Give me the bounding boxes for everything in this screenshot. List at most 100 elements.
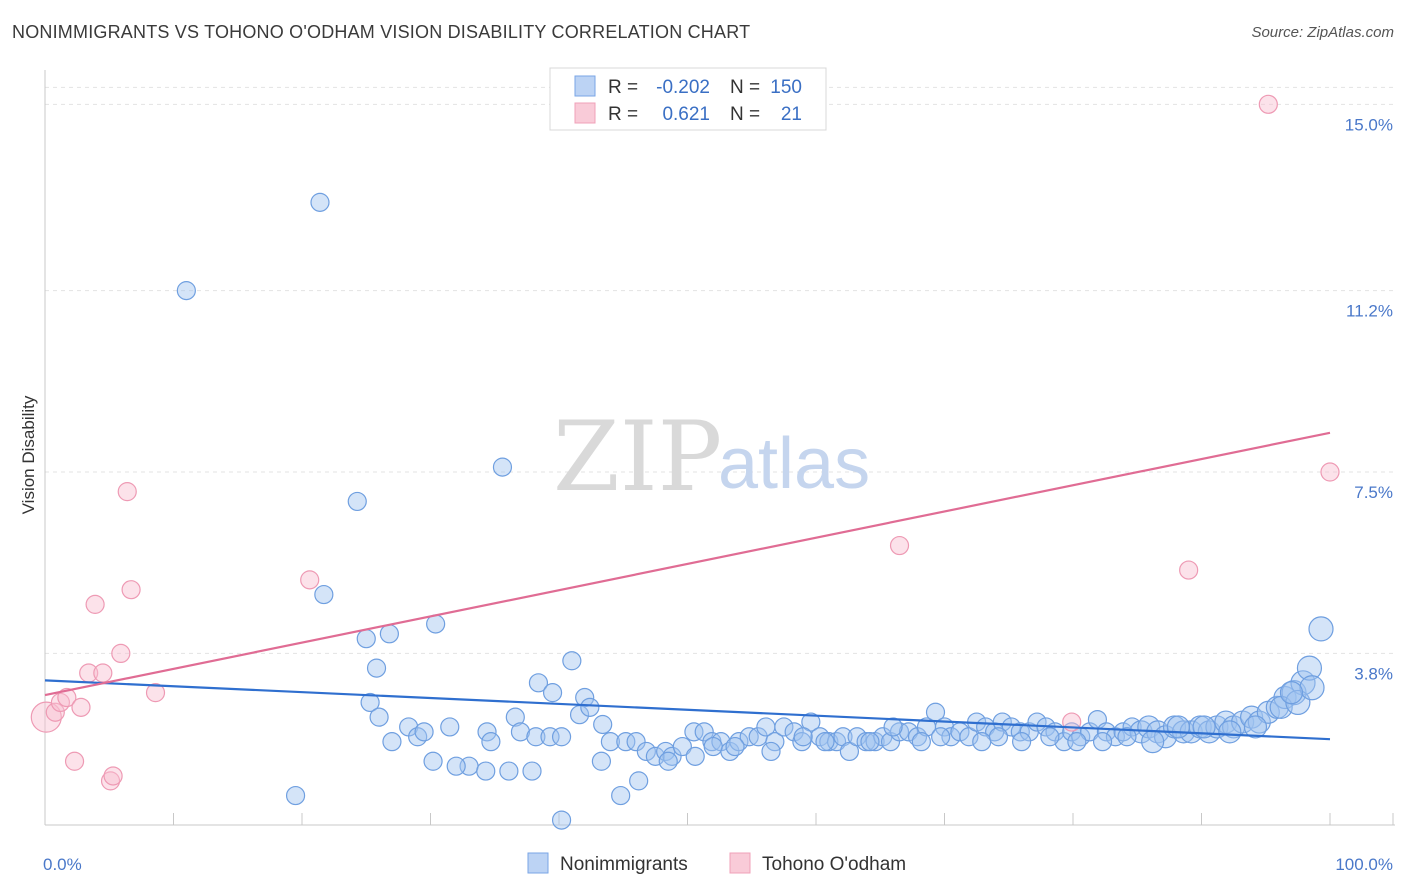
series-tohono-points <box>30 94 1340 791</box>
data-point <box>591 751 612 771</box>
y-axis-label: Vision Disability <box>19 395 38 514</box>
data-point <box>57 687 77 708</box>
data-point <box>117 482 137 502</box>
legend-r-value: 0.621 <box>662 104 710 125</box>
data-point <box>1141 730 1165 754</box>
data-point <box>562 651 582 671</box>
data-point <box>1096 722 1117 742</box>
data-point <box>626 732 646 752</box>
data-point <box>1258 94 1278 114</box>
data-point <box>528 673 549 693</box>
data-point <box>85 594 105 614</box>
watermark: ZIP atlas <box>553 401 870 513</box>
data-point <box>540 727 560 747</box>
data-point <box>1067 732 1087 752</box>
data-point <box>300 570 320 590</box>
data-point <box>379 624 399 644</box>
data-point <box>761 741 781 762</box>
data-point <box>898 722 919 742</box>
data-point <box>347 491 367 512</box>
data-point <box>847 727 867 747</box>
data-point <box>988 727 1009 747</box>
data-point <box>45 702 65 722</box>
data-point <box>314 584 334 605</box>
data-point <box>1299 675 1325 701</box>
data-point <box>1092 732 1113 752</box>
data-point <box>1117 727 1137 747</box>
data-point <box>694 722 714 742</box>
bottom-legend-swatch-tohono <box>729 852 751 874</box>
bottom-legend-tohono: Tohono O'odham <box>762 854 906 875</box>
y-tick-labels: 3.8% 7.5% 11.2% 15.0% <box>1345 115 1393 683</box>
data-point <box>446 756 466 776</box>
data-point <box>505 707 525 727</box>
legend-swatch-nonimmigrants <box>574 75 596 97</box>
data-point <box>575 687 595 708</box>
watermark-atlas: atlas <box>718 424 870 504</box>
correlation-legend: R = -0.202 N = 150 R = 0.621 N = 21 <box>549 67 827 131</box>
data-point <box>64 751 85 771</box>
data-point <box>1166 715 1190 739</box>
y-tick-label: 11.2% <box>1346 302 1393 321</box>
data-point <box>611 785 631 806</box>
trend-line-tohono <box>44 431 1331 697</box>
series-legend: Nonimmigrants Tohono O'odham <box>527 852 906 875</box>
data-point <box>423 751 443 771</box>
data-point <box>176 281 196 301</box>
data-point <box>580 697 600 717</box>
data-point <box>360 692 380 713</box>
data-point <box>440 717 460 737</box>
trend-line-nonimmigrants <box>44 679 1331 741</box>
series-nonimmigrants-points <box>176 192 1334 830</box>
data-point <box>1011 732 1032 752</box>
data-point <box>931 727 951 747</box>
data-point <box>1040 727 1060 747</box>
data-point <box>658 751 678 771</box>
data-point <box>784 722 804 742</box>
data-point <box>883 717 903 737</box>
legend-n-value: 150 <box>770 77 802 98</box>
data-point <box>1218 720 1242 744</box>
data-point <box>703 736 723 757</box>
data-point <box>476 761 496 781</box>
data-point <box>616 732 636 752</box>
x-tick-label: 0.0% <box>43 855 82 874</box>
legend-r-label: R = <box>608 77 638 98</box>
data-point <box>765 732 785 752</box>
legend-swatch-tohono <box>574 102 596 124</box>
data-point <box>369 707 389 727</box>
data-point <box>510 722 531 742</box>
data-point <box>366 658 387 678</box>
data-point <box>30 701 62 733</box>
data-point <box>911 732 931 752</box>
watermark-zip: ZIP <box>553 401 722 513</box>
legend-r-value: -0.202 <box>656 77 710 98</box>
data-point <box>111 643 131 664</box>
data-point <box>492 457 513 477</box>
bottom-legend-nonimmigrants: Nonimmigrants <box>560 854 688 875</box>
data-point <box>121 580 141 600</box>
data-point <box>310 192 330 212</box>
data-point <box>382 732 402 752</box>
data-point <box>889 535 910 556</box>
data-point <box>793 727 813 747</box>
data-point <box>103 766 123 786</box>
data-point <box>593 714 613 735</box>
data-point <box>860 732 880 752</box>
data-point <box>1320 462 1340 482</box>
data-point <box>672 736 692 757</box>
y-tick-label: 15.0% <box>1345 115 1393 134</box>
data-point <box>1243 715 1268 739</box>
bottom-legend-swatch-nonimmigrants <box>527 852 549 874</box>
y-tick-label: 7.5% <box>1354 483 1393 502</box>
data-point <box>477 722 497 742</box>
data-point <box>285 785 306 806</box>
legend-n-value: 21 <box>781 104 802 125</box>
data-point <box>71 697 91 717</box>
data-point <box>685 746 705 766</box>
axes <box>44 70 1395 826</box>
trend-lines <box>44 431 1331 741</box>
data-point <box>1296 655 1323 681</box>
data-point <box>815 732 835 752</box>
